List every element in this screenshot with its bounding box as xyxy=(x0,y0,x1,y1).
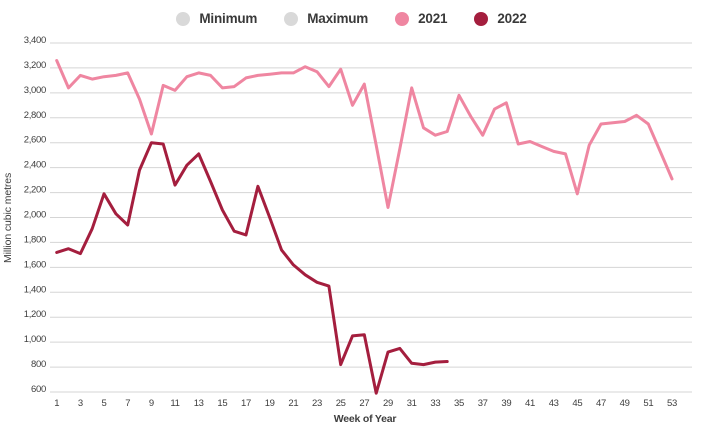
x-tick-label: 35 xyxy=(454,398,464,409)
x-tick-label: 53 xyxy=(667,398,677,409)
legend-item-2021[interactable]: 2021 xyxy=(395,11,448,26)
legend-item-minimum[interactable]: Minimum xyxy=(176,11,257,26)
y-tick-label: 1,200 xyxy=(24,309,46,320)
x-tick-label: 41 xyxy=(525,398,535,409)
y-tick-label: 2,400 xyxy=(24,160,46,171)
x-tick-label: 7 xyxy=(125,398,130,409)
legend: Minimum Maximum 2021 2022 xyxy=(0,11,703,26)
y-tick-label: 1,600 xyxy=(24,259,46,270)
legend-swatch-icon xyxy=(474,11,489,26)
x-tick-label: 27 xyxy=(359,398,369,409)
x-tick-label: 39 xyxy=(501,398,511,409)
y-tick-label: 3,200 xyxy=(24,60,46,71)
x-tick-label: 47 xyxy=(596,398,606,409)
x-tick-label: 51 xyxy=(643,398,653,409)
x-tick-label: 19 xyxy=(265,398,275,409)
legend-item-label: Maximum xyxy=(307,11,369,26)
x-tick-label: 5 xyxy=(102,398,107,409)
y-tick-label: 2,800 xyxy=(24,110,46,121)
y-tick-label: 1,000 xyxy=(24,334,46,345)
y-tick-label: 2,000 xyxy=(24,210,46,221)
x-tick-label: 29 xyxy=(383,398,393,409)
y-tick-label: 1,800 xyxy=(24,234,46,245)
legend-item-label: Minimum xyxy=(199,11,258,26)
legend-swatch-icon xyxy=(284,11,299,26)
legend-item-label: 2021 xyxy=(418,11,448,26)
x-tick-label: 33 xyxy=(430,398,440,409)
x-tick-label: 9 xyxy=(149,398,154,409)
legend-item-maximum[interactable]: Maximum xyxy=(284,11,368,26)
y-tick-label: 3,000 xyxy=(24,85,46,96)
x-tick-label: 45 xyxy=(572,398,582,409)
series-2021-line xyxy=(55,59,674,209)
x-tick-label: 49 xyxy=(620,398,630,409)
x-tick-label: 11 xyxy=(170,398,179,409)
legend-swatch-icon xyxy=(176,11,191,26)
x-tick-label: 23 xyxy=(312,398,322,409)
x-tick-label: 43 xyxy=(549,398,559,409)
y-tick-label: 2,200 xyxy=(24,185,46,196)
y-tick-label: 3,400 xyxy=(24,35,46,46)
x-tick-label: 1 xyxy=(54,398,59,409)
series-2022-line xyxy=(55,141,449,395)
x-tick-label: 3 xyxy=(78,398,83,409)
x-tick-label: 21 xyxy=(288,398,298,409)
legend-item-2022[interactable]: 2022 xyxy=(474,11,527,26)
x-axis-title: Week of Year xyxy=(334,413,397,425)
y-tick-label: 800 xyxy=(31,359,46,370)
x-tick-label: 17 xyxy=(241,398,251,409)
y-tick-label: 1,400 xyxy=(24,284,46,295)
x-tick-label: 37 xyxy=(478,398,488,409)
y-tick-label: 2,600 xyxy=(24,135,46,146)
x-tick-label: 15 xyxy=(217,398,227,409)
legend-swatch-icon xyxy=(395,11,410,26)
legend-item-label: 2022 xyxy=(497,11,527,26)
x-tick-label: 31 xyxy=(407,398,417,409)
x-tick-label: 13 xyxy=(194,398,204,409)
y-tick-label: 600 xyxy=(31,384,46,395)
x-tick-label: 25 xyxy=(336,398,346,409)
